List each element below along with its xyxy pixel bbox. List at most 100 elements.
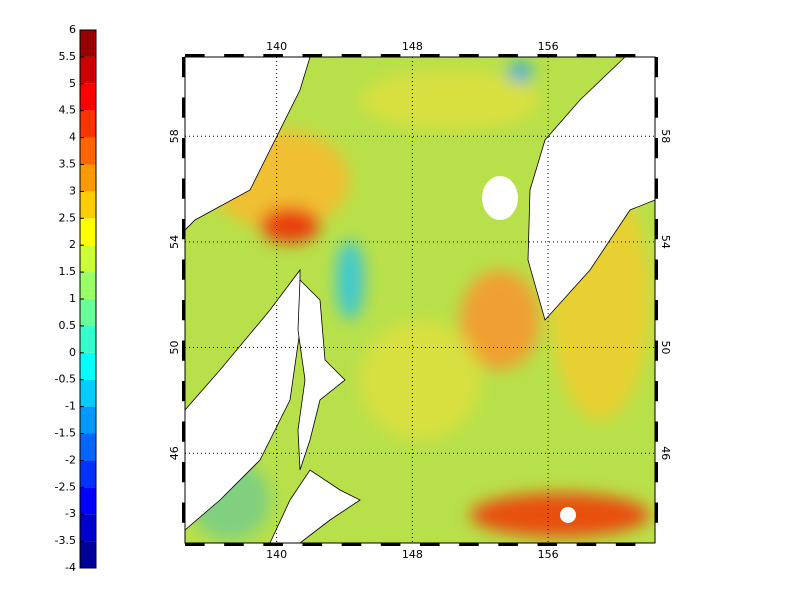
frame-bar — [420, 54, 440, 57]
frame-bar — [537, 54, 558, 57]
colorbar-segment — [80, 218, 96, 246]
colorbar-tick-label: 6 — [69, 23, 76, 36]
frame-bar — [182, 502, 185, 523]
frame-bar — [655, 381, 658, 402]
colorbar-tick-label: 4 — [69, 131, 76, 144]
frame-bar — [655, 502, 658, 523]
frame-bar — [420, 543, 440, 546]
colorbar-tick-label: -4 — [65, 561, 76, 574]
colorbar-segment — [80, 191, 96, 219]
lon-label-top: 140 — [266, 40, 287, 53]
frame-bar — [182, 178, 185, 199]
colorbar-tick-label: -3.5 — [55, 534, 76, 547]
frame-bar — [537, 543, 558, 546]
frame-bar — [615, 54, 636, 57]
lon-label-bottom: 140 — [266, 548, 287, 561]
frame-bar — [182, 97, 185, 118]
land-sakhalin — [297, 279, 346, 471]
frame-bar — [224, 54, 244, 57]
frame-bar — [182, 259, 185, 280]
frame-bar — [263, 54, 283, 57]
colorbar-tick-label: 2 — [69, 238, 76, 251]
colorbar-tick-label: -1 — [65, 400, 76, 413]
land-hokkaido — [269, 469, 361, 543]
colorbar-tick-label: 0 — [69, 346, 76, 359]
frame-bar — [263, 543, 283, 546]
frame-bar — [182, 381, 185, 402]
lon-label-bottom: 156 — [538, 548, 559, 561]
colorbar-tick-label: 0.5 — [59, 319, 77, 332]
frame-bar — [182, 138, 185, 159]
frame-bar — [380, 54, 401, 57]
colorbar-segment — [80, 460, 96, 488]
colorbar-segment — [80, 137, 96, 165]
colorbar-tick-label: -0.5 — [55, 373, 76, 386]
colorbar-tick-label: 1 — [69, 292, 76, 305]
frame-bar — [655, 340, 658, 361]
frame-bar — [380, 543, 401, 546]
missing-data — [482, 176, 518, 220]
colorbar-tick-label: 5 — [69, 77, 76, 90]
lat-label-left: 58 — [168, 129, 181, 143]
frame-bar — [302, 543, 323, 546]
frame-bar — [655, 138, 658, 159]
frame-bar — [182, 421, 185, 442]
frame-bar — [576, 543, 597, 546]
frame-bar — [182, 462, 185, 483]
frame-bar — [302, 54, 323, 57]
colorbar-segment — [80, 83, 96, 111]
frame-bar — [498, 543, 518, 546]
frame-bar — [459, 54, 479, 57]
frame-bar — [655, 300, 658, 321]
colorbar-segment — [80, 325, 96, 353]
lat-label-left: 50 — [168, 341, 181, 355]
colorbar-segment — [80, 433, 96, 461]
frame-bar — [655, 219, 658, 240]
colorbar-segment — [80, 514, 96, 542]
lon-label-top: 156 — [538, 40, 559, 53]
frame-bar — [655, 259, 658, 280]
colorbar-segment — [80, 245, 96, 273]
land-kamchatka — [527, 57, 655, 321]
colorbar-tick-label: -3 — [65, 507, 76, 520]
colorbar-tick-label: 3.5 — [59, 158, 77, 171]
frame-bar — [224, 543, 244, 546]
lon-label-top: 148 — [402, 40, 423, 53]
frame-bar — [655, 97, 658, 118]
frame-bar — [655, 421, 658, 442]
frame-bar — [185, 54, 205, 57]
frame-bar — [185, 543, 205, 546]
colorbar-tick-label: -2 — [65, 453, 76, 466]
colorbar-tick-label: 3 — [69, 184, 76, 197]
frame-bar — [182, 340, 185, 361]
missing-data — [560, 507, 576, 523]
colorbar-tick-label: 5.5 — [59, 50, 77, 63]
colorbar-segment — [80, 164, 96, 192]
land-mainland-north — [185, 57, 311, 231]
lat-label-right: 50 — [659, 341, 672, 355]
lat-label-right: 54 — [659, 235, 672, 249]
colorbar-segment — [80, 406, 96, 434]
colorbar-segment — [80, 541, 96, 568]
colorbar-segment — [80, 299, 96, 326]
frame-bar — [341, 54, 362, 57]
colorbar-segment — [80, 379, 96, 407]
colorbar-segment — [80, 30, 96, 57]
lat-label-right: 46 — [659, 446, 672, 460]
lat-label-left: 46 — [168, 446, 181, 460]
colorbar-tick-label: 1.5 — [59, 265, 77, 278]
colorbar: -4 -3.5 -3 -2.5 -2 -1.5 -1 -0.5 0 0.5 1 1.5 2 2.5 3 3.5… — [55, 23, 97, 574]
colorbar-tick-label: 4.5 — [59, 104, 77, 117]
anomaly-field — [185, 57, 655, 543]
colorbar-segment — [80, 352, 96, 380]
lat-label-left: 54 — [168, 235, 181, 249]
colorbar-tick-label: -2.5 — [55, 480, 76, 493]
colorbar-segment — [80, 272, 96, 299]
frame-bar — [615, 543, 636, 546]
colorbar-segment — [80, 487, 96, 515]
colorbar-segment — [80, 56, 96, 84]
frame-bar — [655, 178, 658, 199]
frame-bar — [655, 57, 658, 78]
frame-bar — [459, 543, 479, 546]
